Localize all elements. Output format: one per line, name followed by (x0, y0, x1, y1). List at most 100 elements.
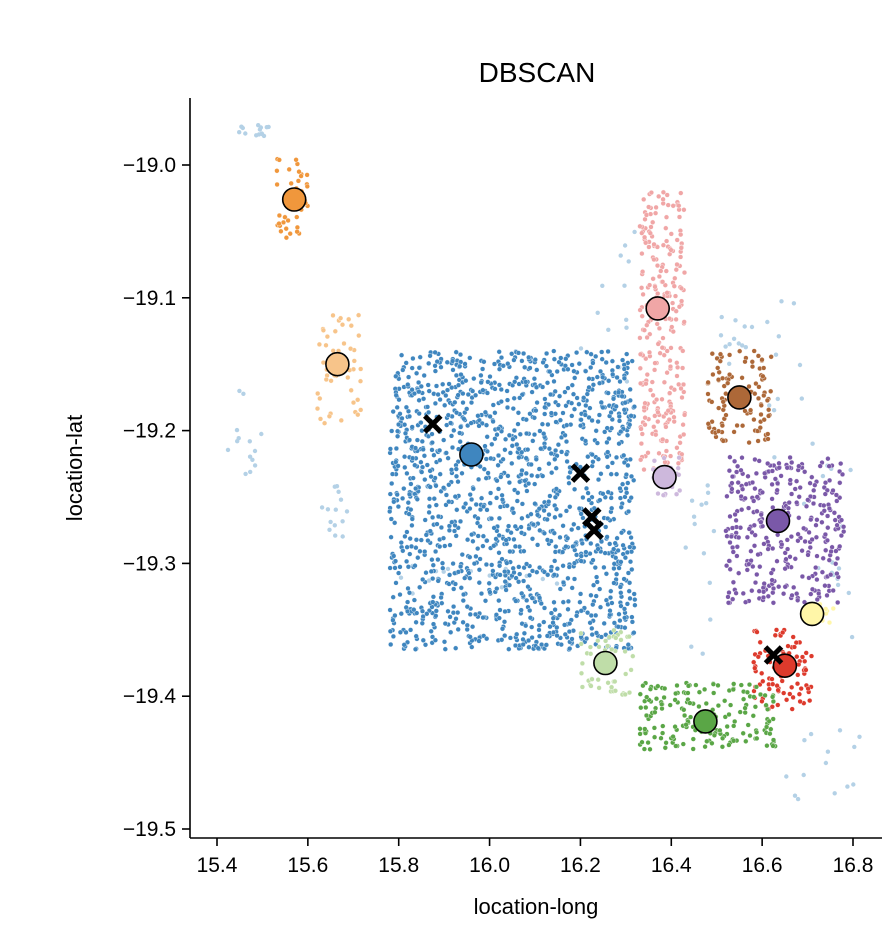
cluster-3-point (464, 626, 470, 633)
cluster-7-point (782, 584, 788, 590)
cluster-3-point (460, 391, 466, 397)
cluster-3-point (631, 477, 637, 483)
cluster-3-point (389, 480, 395, 487)
cluster-3-point (441, 437, 447, 443)
cluster-3-point (499, 626, 506, 632)
cluster-4-point (637, 380, 644, 387)
cluster-3-point (584, 610, 591, 616)
cluster-3-point (408, 543, 415, 550)
noise-point (852, 744, 857, 750)
cluster-3-point (406, 437, 413, 443)
cluster-3-point (608, 425, 615, 431)
cluster-3-point (400, 548, 406, 554)
cluster-3-point (485, 379, 491, 385)
cluster-3-point (399, 352, 405, 358)
cluster-3-point (502, 608, 508, 615)
cluster-3-point (548, 567, 554, 574)
x-tick-label: 16.4 (651, 854, 692, 877)
cluster-1-point (304, 172, 310, 178)
cluster-3-point (536, 564, 543, 571)
cluster-3-point (624, 549, 631, 556)
noise-point (727, 361, 732, 366)
cluster-4-point (663, 238, 670, 244)
cluster-3-point (420, 637, 426, 643)
cluster-3-point (509, 506, 516, 512)
cluster-3-point (414, 437, 421, 443)
cluster-3-point (457, 439, 463, 445)
cluster-3-point (529, 536, 536, 542)
cluster-3-point (629, 614, 635, 620)
cluster-7-point (802, 469, 808, 475)
cluster-7-point (821, 508, 827, 514)
cluster-3-point (557, 512, 564, 519)
cluster-6-point (676, 472, 682, 478)
cluster-3-point (418, 420, 424, 426)
cluster-7-point (750, 563, 756, 570)
cluster-3-point (424, 611, 430, 617)
cluster-9-point (779, 678, 785, 684)
cluster-7-point (761, 580, 767, 587)
cluster-3-point (420, 446, 426, 453)
cluster-3-point (409, 365, 415, 371)
cluster-3-point (583, 549, 589, 555)
cluster-3-point (531, 415, 538, 421)
cluster-5-point (709, 351, 715, 357)
noise-point (240, 125, 245, 131)
cluster-3-point (597, 368, 604, 375)
cluster-3-point (410, 355, 416, 362)
cluster-7-point (834, 555, 841, 562)
cluster-1-point (276, 157, 282, 163)
cluster-3-point (427, 484, 433, 490)
cluster-10-point (579, 660, 586, 667)
cluster-3-point (560, 599, 566, 605)
cluster-3-point (389, 471, 396, 477)
cluster-3-point (390, 594, 396, 600)
cluster-4-point (670, 329, 676, 335)
cluster-3-point (583, 485, 590, 492)
cluster-3-point (593, 630, 600, 636)
noise-point (237, 388, 242, 394)
cluster-11-point (730, 738, 737, 744)
cluster-11-point (751, 694, 757, 700)
cluster-8-point (830, 605, 836, 612)
cluster-3-point (473, 553, 479, 560)
cluster-3-point (569, 413, 575, 419)
cluster-3-point (488, 515, 495, 522)
cluster-11-point (711, 690, 717, 696)
cluster-3-point (618, 603, 624, 609)
cluster-3-point (520, 636, 526, 643)
cluster-3-point (516, 564, 522, 570)
cluster-7-point (727, 566, 733, 572)
cluster-4-point (643, 381, 649, 387)
cluster-3-point (547, 493, 553, 499)
cluster-3-point (442, 620, 448, 627)
cluster-11-point (658, 735, 664, 741)
cluster-3-point (567, 645, 573, 652)
cluster-5-point (720, 438, 726, 444)
cluster-7-point (732, 511, 738, 518)
cluster-4-point (653, 204, 659, 211)
cluster-11-point (696, 689, 703, 695)
cluster-7-point (780, 591, 787, 597)
cluster-3-point (628, 495, 634, 501)
cluster-4-point (656, 193, 662, 200)
cluster-3-point (432, 363, 438, 369)
cluster-3-point (605, 390, 611, 396)
cluster-3-point (409, 387, 415, 393)
cluster-3-point (620, 542, 626, 548)
cluster-4-point (644, 334, 650, 341)
cluster-3-point (476, 423, 482, 429)
cluster-3-point (629, 619, 636, 625)
cluster-3-point (499, 497, 506, 503)
cluster-8-point (823, 610, 829, 617)
cluster-3-point (397, 629, 404, 635)
cluster-4-point (660, 335, 666, 341)
cluster-3-point (477, 556, 483, 562)
cluster-5-point (739, 375, 745, 381)
cluster-3-point (476, 476, 482, 483)
cluster-3-point (452, 581, 459, 587)
cluster-5-point (720, 399, 726, 405)
noise-point (797, 362, 803, 368)
cluster-9-point (774, 683, 780, 689)
cluster-1-point (298, 173, 304, 179)
